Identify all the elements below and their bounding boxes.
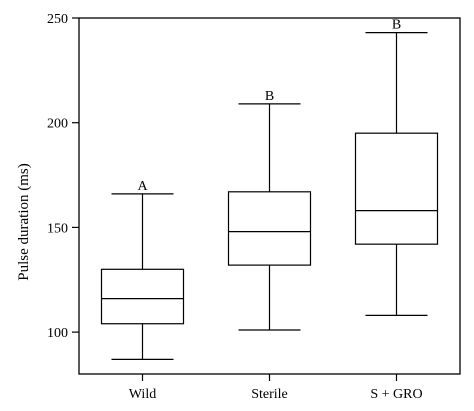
y-tick-label: 200 [47, 117, 68, 132]
box-iqr [354, 132, 439, 245]
x-tick-label: Sterile [251, 387, 288, 402]
y-tick-label: 100 [47, 326, 68, 341]
y-tick-label: 250 [47, 12, 68, 27]
x-tick-label: Wild [129, 387, 156, 402]
group-letter-label: B [392, 18, 401, 33]
group-letter-label: B [265, 89, 274, 104]
group-letter-label: A [137, 179, 148, 194]
x-tick-label: S + GRO [370, 387, 422, 402]
y-axis-title: Pulse duration (ms) [16, 163, 32, 281]
y-tick-label: 150 [47, 221, 68, 236]
box-iqr [100, 268, 185, 325]
box-iqr [227, 191, 312, 266]
